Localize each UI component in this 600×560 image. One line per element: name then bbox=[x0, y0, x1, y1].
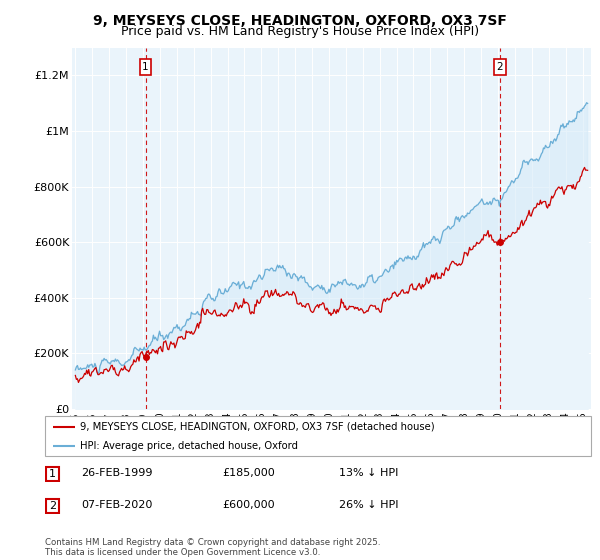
Text: 26% ↓ HPI: 26% ↓ HPI bbox=[339, 500, 398, 510]
Text: £185,000: £185,000 bbox=[222, 468, 275, 478]
Text: 07-FEB-2020: 07-FEB-2020 bbox=[81, 500, 152, 510]
Text: 2: 2 bbox=[49, 501, 56, 511]
Bar bbox=[46, 466, 59, 481]
Text: 13% ↓ HPI: 13% ↓ HPI bbox=[339, 468, 398, 478]
Text: 1: 1 bbox=[142, 62, 149, 72]
Text: 26-FEB-1999: 26-FEB-1999 bbox=[81, 468, 152, 478]
Text: 9, MEYSEYS CLOSE, HEADINGTON, OXFORD, OX3 7SF: 9, MEYSEYS CLOSE, HEADINGTON, OXFORD, OX… bbox=[93, 14, 507, 28]
Bar bbox=[46, 498, 59, 513]
Text: 2: 2 bbox=[496, 62, 503, 72]
Text: 1: 1 bbox=[49, 469, 56, 479]
Text: Price paid vs. HM Land Registry's House Price Index (HPI): Price paid vs. HM Land Registry's House … bbox=[121, 25, 479, 38]
Text: 9, MEYSEYS CLOSE, HEADINGTON, OXFORD, OX3 7SF (detached house): 9, MEYSEYS CLOSE, HEADINGTON, OXFORD, OX… bbox=[80, 422, 435, 432]
Text: Contains HM Land Registry data © Crown copyright and database right 2025.
This d: Contains HM Land Registry data © Crown c… bbox=[45, 538, 380, 557]
Text: HPI: Average price, detached house, Oxford: HPI: Average price, detached house, Oxfo… bbox=[80, 441, 298, 451]
Text: £600,000: £600,000 bbox=[222, 500, 275, 510]
